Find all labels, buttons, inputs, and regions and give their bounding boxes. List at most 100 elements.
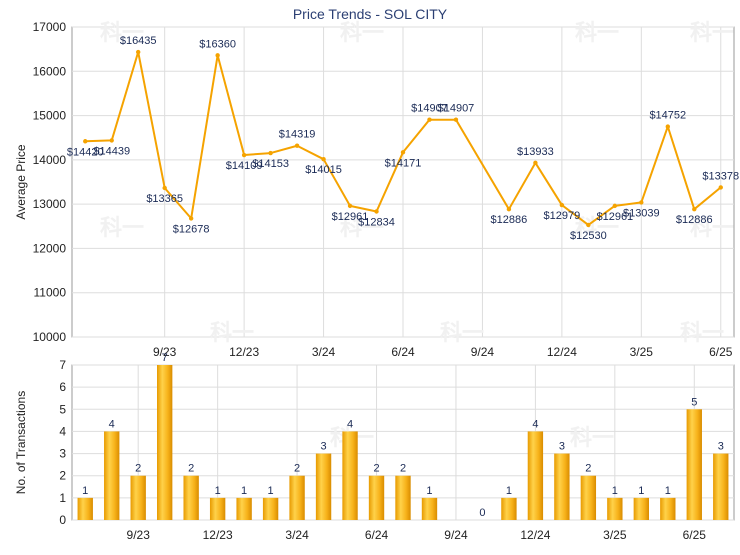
y-axis-label: Average Price [14,144,28,219]
x-tick-label: 9/24 [471,345,495,359]
x-tick-label: 12/24 [547,345,577,359]
price-data-label: $14319 [279,129,316,141]
y-tick-label: 17000 [33,20,67,34]
watermark: 科一 [690,215,734,240]
price-point [506,206,512,212]
price-point [241,152,247,158]
x-tick-label: 3/24 [285,528,309,542]
transaction-bar [315,453,332,520]
transaction-bar [527,431,544,520]
transaction-data-label: 1 [215,485,221,497]
price-point [109,138,114,143]
transaction-bar [368,475,385,520]
transaction-bar [580,475,597,520]
watermark: 科一 [570,425,614,450]
price-point [718,185,723,190]
transaction-data-label: 2 [585,463,591,475]
x-tick-label: 6/25 [709,345,733,359]
y-tick-label: 13000 [33,197,67,211]
price-data-label: $13378 [702,170,739,182]
price-data-label: $14420 [67,146,104,158]
transaction-bar [104,431,120,520]
transaction-data-label: 4 [347,418,353,430]
price-point [268,150,273,156]
y-tick-label: 10000 [33,330,67,344]
transaction-bar [157,365,173,520]
price-data-label: $12834 [358,216,395,228]
transaction-data-label: 4 [109,418,115,430]
x-tick-label: 6/25 [683,528,707,542]
price-data-label: $13365 [146,193,183,205]
price-data-label: $14109 [226,160,263,172]
transaction-data-label: 1 [82,485,88,497]
price-point [374,209,379,214]
price-point [188,216,194,221]
watermark: 科一 [210,320,254,345]
price-point [400,150,406,155]
price-data-label: $14153 [252,158,289,170]
y-tick-label: 15000 [33,109,67,123]
transaction-data-label: 1 [638,485,644,497]
watermark: 科一 [340,215,384,240]
transaction-bar [342,431,358,520]
price-data-label: $14439 [93,145,130,157]
price-point [347,203,353,209]
x-tick-label: 12/23 [203,528,233,542]
x-tick-label: 3/24 [312,345,336,359]
price-data-label: $14171 [385,157,422,169]
transaction-bar [289,475,305,520]
price-data-label: $12961 [596,211,633,223]
transaction-data-label: 1 [268,485,274,497]
transaction-data-label: 1 [612,485,618,497]
y-tick-label: 1 [59,491,66,505]
price-point [294,143,300,148]
y-tick-label: 12000 [33,241,67,255]
transaction-bar [554,453,570,520]
y-axis-label: No. of Transactions [14,391,28,494]
watermark: 科一 [440,320,484,345]
watermark: 科一 [680,320,724,345]
transaction-bar [501,497,517,520]
price-data-label: $14015 [305,164,342,176]
transaction-bar [607,497,623,520]
y-tick-label: 16000 [33,64,67,78]
y-tick-label: 7 [59,358,66,372]
transaction-bar [130,475,146,520]
price-data-label: $12530 [570,230,607,242]
x-tick-label: 9/23 [127,528,151,542]
price-data-label: $16360 [199,38,236,50]
price-point [692,206,697,212]
transaction-bar [262,497,279,520]
transaction-data-label: 5 [691,396,697,408]
transaction-data-label: 3 [559,441,565,453]
transaction-data-label: 2 [294,463,300,475]
watermark: 科一 [690,20,734,45]
watermark: 科一 [100,215,144,240]
price-point [453,117,459,122]
transaction-data-label: 2 [135,463,141,475]
price-data-label: $14752 [649,110,686,122]
transaction-data-label: 1 [241,485,247,497]
chart-title: Price Trends - SOL CITY [293,6,448,22]
x-tick-label: 12/24 [520,528,550,542]
price-data-label: $13933 [517,146,554,158]
transaction-data-label: 0 [479,507,485,519]
price-line [85,51,722,226]
transaction-bar [421,497,438,520]
transaction-data-label: 2 [400,463,406,475]
x-tick-label: 3/25 [630,345,654,359]
price-point [665,124,670,129]
transaction-data-label: 1 [665,485,671,497]
price-data-label: $14907 [411,103,448,115]
watermark: 科一 [575,20,619,45]
watermark: 科一 [340,20,384,45]
transaction-bar [236,497,252,520]
transaction-bar [209,497,226,520]
transaction-bar [713,453,729,520]
x-tick-label: 6/24 [365,528,389,542]
price-trend-chart: 10000 11000 12000 13000 14000 15000 16000 17000… [14,20,739,359]
price-data-label: $12886 [676,214,713,226]
transaction-data-label: 7 [162,352,168,364]
x-tick-label: 3/25 [603,528,627,542]
